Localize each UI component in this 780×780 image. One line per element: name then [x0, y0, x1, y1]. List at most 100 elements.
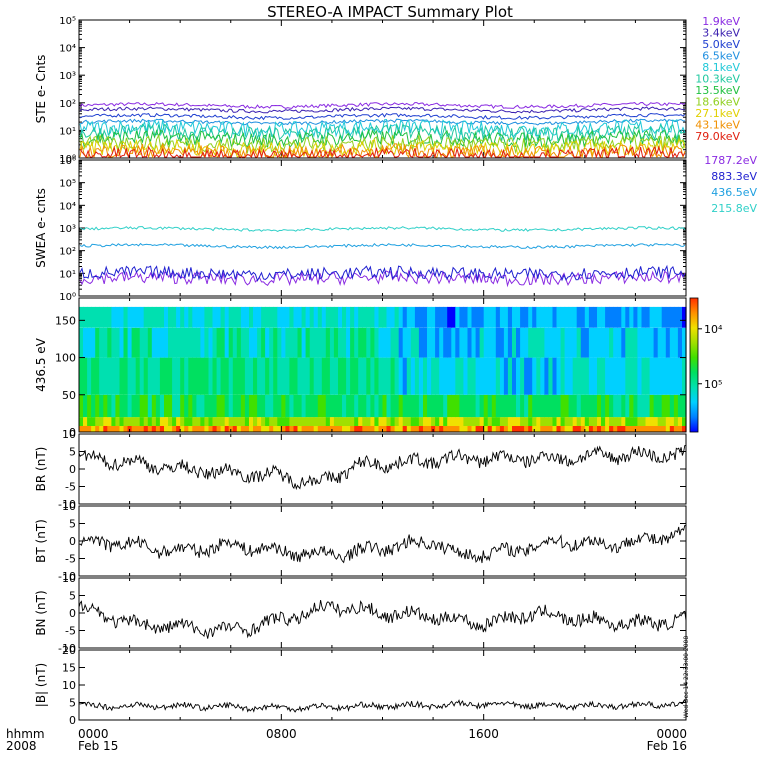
heatmap-cell [228, 394, 234, 418]
heatmap-cell [507, 306, 513, 328]
legend-entry: 8.1keV [702, 61, 740, 74]
y-tick-label: 10² [59, 99, 76, 110]
heatmap-cell [447, 357, 452, 395]
heatmap-cell [216, 426, 222, 432]
legend-entry: 3.4keV [702, 27, 740, 40]
heatmap-cell [451, 394, 456, 418]
heatmap-cell [366, 327, 371, 358]
heatmap-cell [528, 327, 533, 358]
heatmap-cell [641, 417, 647, 426]
heatmap-cell [91, 417, 96, 426]
heatmap-cell [285, 394, 290, 418]
heatmap-cell [677, 327, 683, 358]
heatmap-cell [216, 306, 222, 328]
bt-frame [78, 505, 687, 577]
heatmap-cell [119, 357, 125, 395]
heatmap-cell [293, 306, 299, 328]
heatmap-cell [123, 306, 129, 328]
series-line [79, 118, 686, 139]
y-tick-label: 0 [69, 714, 76, 727]
heatmap-cell [487, 417, 493, 426]
heatmap-cell [423, 394, 428, 418]
heatmap-cell [228, 327, 234, 358]
heatmap-cell [321, 426, 327, 432]
heatmap-cell [309, 327, 315, 358]
heatmap-cell [192, 357, 197, 395]
legend-entry: 18.6keV [695, 96, 740, 109]
heatmap-cell [168, 417, 173, 426]
heatmap-cell [528, 394, 533, 418]
heatmap-cell [155, 426, 161, 432]
heatmap-cell [261, 417, 266, 426]
heatmap-cell [83, 306, 88, 328]
heatmap-cell [512, 306, 517, 328]
heatmap-cell [103, 306, 108, 328]
heatmap-cell [362, 417, 367, 426]
heatmap-cell [168, 306, 173, 328]
heatmap-cell [180, 306, 185, 328]
heatmap-cell [495, 306, 501, 328]
heatmap-cell [354, 417, 359, 426]
heatmap-cell [439, 357, 444, 395]
heatmap-cell [297, 394, 303, 418]
heatmap-cell [495, 357, 501, 395]
heatmap-cell [439, 394, 444, 418]
heatmap-cell [682, 417, 687, 426]
heatmap-cell [621, 306, 626, 328]
heatmap-cell [512, 426, 517, 432]
heatmap-cell [394, 394, 400, 418]
heatmap-cell [475, 357, 481, 395]
heatmap-cell [212, 327, 218, 358]
heatmap-cell [212, 417, 218, 426]
heatmap-cell [131, 327, 137, 358]
heatmap-cell [285, 417, 290, 426]
heatmap-cell [487, 357, 493, 395]
heatmap-cell [645, 417, 651, 426]
y-tick-label: 20 [62, 644, 76, 657]
heatmap-cell [79, 417, 84, 426]
heatmap-cell [354, 357, 359, 395]
heatmap-cell [269, 417, 274, 426]
heatmap-cell [342, 327, 347, 358]
heatmap-cell [463, 327, 468, 358]
heatmap-cell [520, 394, 525, 418]
y-tick-label: 10⁵ [59, 179, 76, 190]
heatmap-cell [491, 357, 497, 395]
heatmap-cell [629, 426, 634, 432]
heatmap-cell [83, 394, 88, 418]
heatmap-cell [548, 417, 553, 426]
heatmap-cell [423, 327, 428, 358]
heatmap-cell [402, 426, 408, 432]
heatmap-cell [491, 327, 497, 358]
colorbar [689, 297, 699, 433]
heatmap-cell [358, 417, 363, 426]
heatmap-cell [374, 426, 379, 432]
heatmap-cell [184, 417, 189, 426]
heatmap-cell [443, 394, 448, 418]
heatmap-cell [135, 357, 141, 395]
heatmap-cell [325, 327, 331, 358]
heatmap-cell [673, 417, 679, 426]
heatmap-cell [629, 394, 634, 418]
heatmap-cell [653, 426, 659, 432]
heatmap-cell [665, 394, 671, 418]
heatmap-cell [479, 306, 485, 328]
heatmap-cell [609, 426, 614, 432]
heatmap-cell [143, 357, 149, 395]
heatmap-cell [216, 327, 222, 358]
colorbar-tick-label: 10⁵ [704, 378, 722, 391]
heatmap-cell [394, 426, 400, 432]
heatmap-cell [159, 417, 165, 426]
heatmap-cell [127, 327, 133, 358]
heatmap-cell [350, 357, 355, 395]
heatmap-cell [479, 426, 485, 432]
heatmap-cell [176, 394, 181, 418]
heatmap-cell [580, 426, 586, 432]
heatmap-cell [418, 306, 424, 328]
heatmap-cell [495, 426, 501, 432]
heatmap-cell [516, 327, 521, 358]
series-line [78, 444, 687, 491]
heatmap-cell [552, 426, 558, 432]
heatmap-cell [467, 327, 473, 358]
heatmap-cell [305, 426, 311, 432]
